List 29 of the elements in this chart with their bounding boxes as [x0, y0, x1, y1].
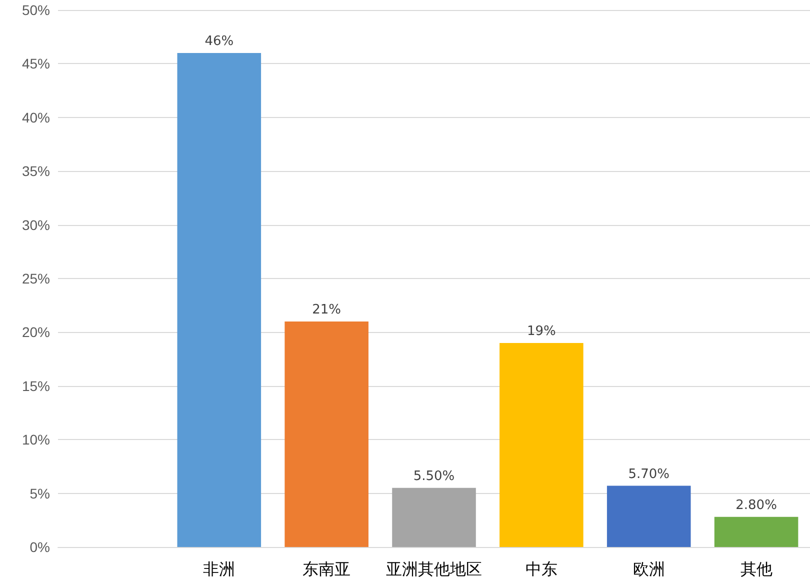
x-tick-label: 欧洲 [632, 560, 665, 578]
bar [714, 516, 798, 547]
y-tick-label: 40% [22, 109, 50, 126]
data-label: 5.50% [413, 468, 455, 484]
y-tick-label: 30% [22, 216, 50, 233]
y-tick-label: 45% [22, 56, 50, 72]
data-label: 5.70% [628, 466, 670, 482]
x-tick-label: 其他 [740, 560, 772, 578]
y-tick-label: 0% [30, 539, 50, 555]
x-tick-label: 亚洲其他地区 [386, 560, 482, 578]
y-tick-label: 10% [22, 432, 50, 448]
x-tick-label: 中东 [525, 560, 558, 578]
y-tick-label: 25% [22, 270, 50, 286]
bar [500, 342, 584, 547]
y-tick-label: 20% [22, 324, 50, 340]
x-tick-label: 非洲 [203, 560, 236, 578]
bar [177, 52, 262, 547]
y-tick-label: 50% [22, 2, 50, 18]
y-tick-label: 35% [22, 163, 50, 180]
bar [606, 486, 691, 547]
y-tick-label: 15% [22, 378, 50, 394]
data-label: 46% [204, 34, 234, 49]
bar [284, 321, 368, 547]
x-tick-label: 东南亚 [302, 560, 351, 578]
data-label: 2.80% [736, 498, 777, 513]
bar [392, 488, 476, 547]
y-tick-label: 5% [30, 485, 50, 502]
data-label: 21% [312, 302, 342, 318]
data-label: 19% [526, 324, 556, 339]
